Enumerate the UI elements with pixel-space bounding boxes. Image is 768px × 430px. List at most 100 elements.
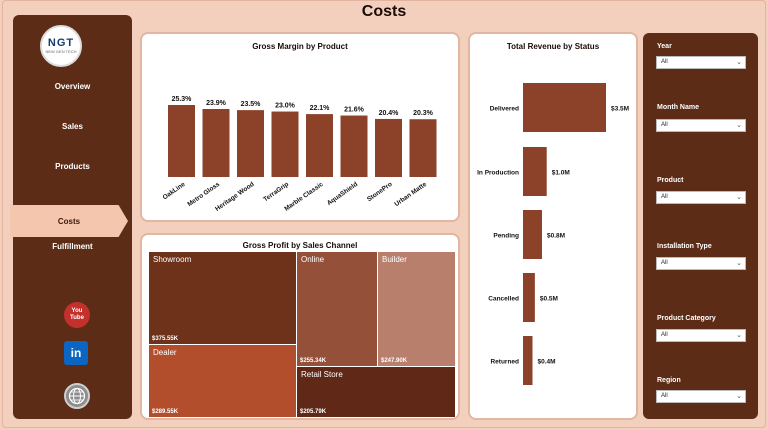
bar-data-label: 23.5% bbox=[241, 101, 262, 108]
bar-metro-gloss bbox=[202, 108, 230, 177]
bar-urban-matte bbox=[409, 119, 437, 177]
logo: NGT NEW GEN TECH bbox=[40, 25, 82, 67]
revenue-status-title: Total Revenue by Status bbox=[506, 42, 600, 51]
nav-item-fulfillment[interactable]: Fulfillment bbox=[52, 242, 93, 251]
bar-pending bbox=[523, 210, 542, 259]
globe-icon[interactable] bbox=[64, 383, 90, 409]
x-tick-label: StonePro bbox=[366, 181, 394, 203]
bar-aquashield bbox=[340, 115, 368, 177]
bar-returned bbox=[523, 336, 533, 385]
tile-value: $255.34K bbox=[300, 358, 327, 364]
nav-item-sales[interactable]: Sales bbox=[62, 122, 83, 131]
month-select[interactable]: All ⌄ bbox=[656, 119, 746, 132]
bar-data-label: 23.0% bbox=[275, 103, 296, 110]
bar-data-label: $0.8M bbox=[547, 233, 565, 240]
bar-data-label: 22.1% bbox=[310, 105, 331, 112]
year-select[interactable]: All ⌄ bbox=[656, 56, 746, 69]
logo-text: NGT bbox=[47, 37, 75, 49]
bar-stonepro bbox=[375, 118, 402, 177]
select-value: All bbox=[661, 332, 668, 338]
select-value: All bbox=[661, 194, 668, 200]
x-tick-label: Metro Gloss bbox=[186, 181, 221, 208]
gross-margin-title: Gross Margin by Product bbox=[252, 42, 348, 51]
filter-label-installation: Installation Type bbox=[657, 243, 712, 250]
filter-label-category: Product Category bbox=[657, 315, 716, 322]
chevron-down-icon: ⌄ bbox=[736, 122, 742, 129]
bar-data-label: 21.6% bbox=[344, 107, 365, 114]
filter-panel: Year All ⌄ Month Name All ⌄ Product All ⌄ I… bbox=[643, 33, 758, 419]
select-value: All bbox=[661, 59, 668, 65]
y-tick-label: Pending bbox=[493, 233, 519, 240]
x-tick-label: Marble Classic bbox=[283, 181, 325, 213]
bar-data-label: 20.4% bbox=[379, 110, 400, 117]
youtube-icon[interactable]: You Tube bbox=[64, 302, 90, 328]
select-value: All bbox=[661, 393, 668, 399]
sidebar: NGT NEW GEN TECH Overview Sales Products… bbox=[10, 15, 132, 419]
nav-item-costs[interactable]: Costs bbox=[10, 205, 128, 237]
youtube-icon-text-bottom: Tube bbox=[70, 315, 84, 321]
bar-data-label: $3.5M bbox=[611, 106, 629, 113]
bar-delivered bbox=[523, 83, 606, 132]
bar-data-label: $0.5M bbox=[540, 296, 558, 303]
treemap-tile-online[interactable]: Online $255.34K bbox=[297, 252, 377, 366]
tile-label: Dealer bbox=[153, 348, 177, 357]
treemap-tile-retail-store[interactable]: Retail Store $205.79K bbox=[297, 367, 455, 417]
tile-value: $289.55K bbox=[152, 409, 179, 415]
nav-item-products[interactable]: Products bbox=[55, 162, 90, 171]
chevron-down-icon: ⌄ bbox=[736, 260, 742, 267]
chevron-down-icon: ⌄ bbox=[736, 59, 742, 66]
installation-type-select[interactable]: All ⌄ bbox=[656, 257, 746, 270]
bar-in-production bbox=[523, 147, 547, 196]
globe-icon-graphic bbox=[68, 387, 86, 405]
tile-label: Online bbox=[301, 255, 325, 264]
x-tick-label: OakLine bbox=[162, 181, 187, 202]
product-category-select[interactable]: All ⌄ bbox=[656, 329, 746, 342]
x-tick-label: AquaShield bbox=[326, 181, 359, 207]
bar-terragrip bbox=[271, 111, 299, 177]
select-value: All bbox=[661, 260, 668, 266]
bar-data-label: $1.0M bbox=[552, 170, 570, 177]
filter-label-year: Year bbox=[657, 43, 672, 50]
gross-profit-title: Gross Profit by Sales Channel bbox=[242, 241, 358, 250]
tile-label: Builder bbox=[382, 255, 407, 264]
chevron-down-icon: ⌄ bbox=[736, 194, 742, 201]
filter-label-product: Product bbox=[657, 177, 684, 184]
revenue-status-chart: Delivered $3.5M In Production $1.0M Pending $… bbox=[477, 83, 629, 385]
tile-value: $247.90K bbox=[381, 358, 408, 364]
filter-label-region: Region bbox=[657, 377, 681, 384]
y-tick-label: In Production bbox=[477, 170, 519, 177]
chevron-down-icon: ⌄ bbox=[736, 332, 742, 339]
nav-item-overview[interactable]: Overview bbox=[54, 82, 91, 91]
logo-subtext: NEW GEN TECH bbox=[45, 49, 77, 54]
youtube-icon-text-top: You bbox=[71, 308, 83, 314]
region-select[interactable]: All ⌄ bbox=[656, 390, 746, 403]
tile-label: Retail Store bbox=[301, 370, 343, 379]
linkedin-icon[interactable]: in bbox=[64, 341, 88, 365]
x-tick-label: Urban Matte bbox=[393, 181, 428, 208]
revenue-status-card: Total Revenue by Status Delivered $3.5M In… bbox=[468, 32, 638, 420]
bar-heritage-wood bbox=[237, 110, 264, 177]
bar-data-label: 23.9% bbox=[206, 100, 227, 107]
bar-data-label: $0.4M bbox=[537, 359, 555, 366]
bar-oakline bbox=[168, 105, 195, 177]
product-select[interactable]: All ⌄ bbox=[656, 191, 746, 204]
tile-value: $375.55K bbox=[152, 336, 179, 342]
filter-label-month: Month Name bbox=[657, 104, 699, 111]
tile-label: Showroom bbox=[153, 255, 192, 264]
bar-cancelled bbox=[523, 273, 535, 322]
y-tick-label: Delivered bbox=[490, 106, 519, 113]
select-value: All bbox=[661, 122, 668, 128]
treemap-tile-dealer[interactable]: Dealer $289.55K bbox=[149, 345, 296, 417]
treemap-tile-showroom[interactable]: Showroom $375.55K bbox=[149, 252, 296, 344]
gross-margin-card: Gross Margin by Product 25.3% OakLine 23.9… bbox=[140, 32, 460, 222]
x-tick-label: TerraGrip bbox=[262, 181, 290, 203]
bar-marble-classic bbox=[306, 114, 333, 177]
y-tick-label: Returned bbox=[490, 359, 519, 366]
bar-data-label: 25.3% bbox=[172, 96, 193, 103]
y-tick-label: Cancelled bbox=[488, 296, 519, 303]
bar-data-label: 20.3% bbox=[413, 110, 434, 117]
treemap-tile-builder[interactable]: Builder $247.90K bbox=[378, 252, 455, 366]
chevron-down-icon: ⌄ bbox=[736, 393, 742, 400]
gross-profit-card: Gross Profit by Sales Channel Showroom $… bbox=[140, 233, 460, 420]
